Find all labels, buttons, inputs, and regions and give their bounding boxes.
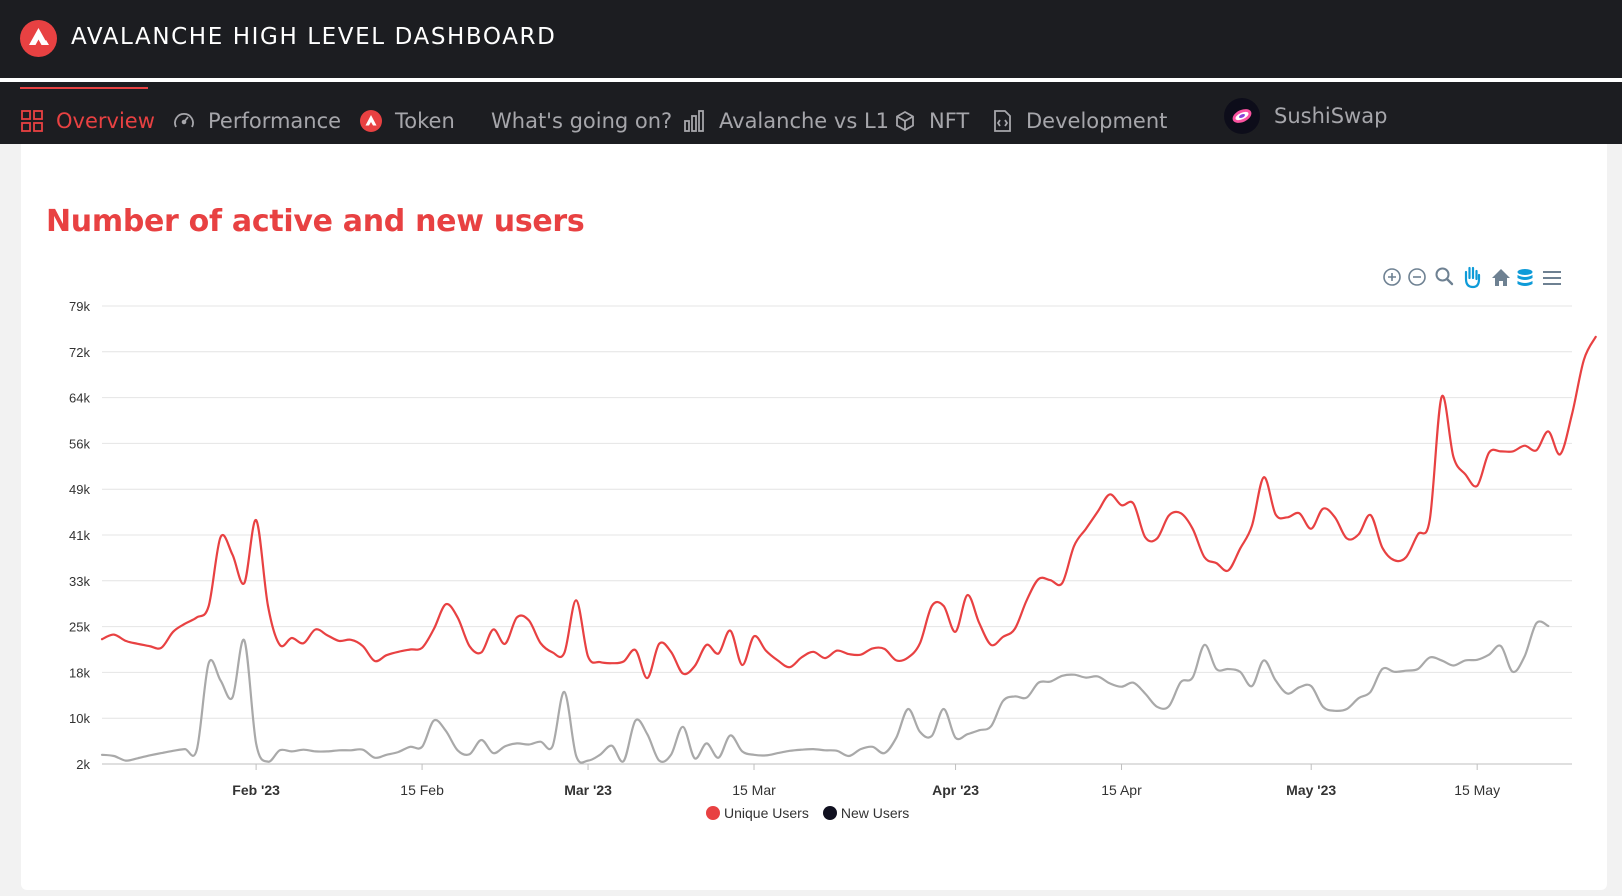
database-icon[interactable] — [1517, 269, 1533, 286]
legend-label: New Users — [840, 805, 910, 821]
chart-card — [21, 144, 1607, 890]
series-group — [100, 335, 1597, 764]
app-header: AVALANCHE HIGH LEVEL DASHBOARD — [0, 0, 1622, 78]
active-tab-indicator — [20, 87, 148, 89]
tab-label: Token — [395, 109, 455, 133]
cube-icon — [893, 109, 917, 133]
x-tick-label: 15 Apr — [1101, 782, 1142, 798]
avalanche-logo-icon — [359, 109, 383, 133]
y-axis: 2k 10k 18k 25k 33k 41k 49k 56k 64k 72k 79k — [69, 299, 90, 772]
legend-marker — [822, 806, 837, 820]
y-tick-label: 41k — [69, 528, 90, 543]
tab-label: What's going on? — [491, 109, 673, 133]
tab-label: Performance — [208, 109, 342, 133]
chart-legend: Unique Users New Users — [706, 805, 923, 821]
y-tick-label: 49k — [69, 482, 90, 497]
series-line-unique-users[interactable] — [100, 335, 1597, 680]
y-tick-label: 79k — [69, 299, 90, 314]
tab-development[interactable]: Development — [990, 106, 1167, 136]
reset-home-icon[interactable] — [1492, 269, 1510, 286]
legend-item-unique-users[interactable]: Unique Users — [706, 805, 809, 821]
tab-label: NFT — [929, 109, 970, 133]
tab-performance[interactable]: Performance — [172, 106, 341, 136]
y-tick-label: 18k — [69, 665, 90, 680]
zoom-in-icon[interactable] — [1383, 268, 1401, 286]
legend-item-new-users[interactable]: New Users — [822, 805, 910, 821]
tab-whats-going-on[interactable]: What's going on? — [491, 106, 672, 136]
tab-avalanche-vs-l1[interactable]: Avalanche vs L1 — [683, 106, 889, 136]
header-divider — [0, 78, 1622, 82]
tab-label: SushiSwap — [1274, 104, 1388, 128]
tab-label: Avalanche vs L1 — [719, 109, 889, 133]
legend-label: Unique Users — [724, 805, 809, 821]
series-line-new-users[interactable] — [100, 620, 1550, 764]
menu-icon[interactable] — [1543, 271, 1561, 285]
y-tick-label: 25k — [69, 620, 90, 635]
chart-grid — [102, 305, 1572, 765]
legend-marker — [706, 806, 720, 820]
sushiswap-logo-icon — [1224, 98, 1260, 134]
x-axis: Feb '23 15 Feb Mar '23 15 Mar Apr '23 15 Apr M… — [232, 764, 1500, 798]
x-tick-label: May '23 — [1286, 782, 1336, 798]
x-tick-label: 15 May — [1454, 782, 1500, 798]
tab-token[interactable]: Token — [359, 106, 455, 136]
x-tick-label: 15 Feb — [400, 782, 444, 798]
bar-chart-icon — [683, 109, 707, 133]
speedometer-icon — [172, 109, 196, 133]
x-tick-label: Apr '23 — [932, 782, 979, 798]
tab-label: Development — [1026, 109, 1168, 133]
y-tick-label: 72k — [69, 345, 90, 360]
y-tick-label: 10k — [69, 711, 90, 726]
selection-zoom-icon[interactable] — [1435, 267, 1454, 286]
pan-hand-icon[interactable] — [1464, 266, 1481, 289]
x-tick-label: 15 Mar — [732, 782, 776, 798]
grid-icon — [20, 109, 44, 133]
tab-nft[interactable]: NFT — [893, 106, 969, 136]
tab-overview[interactable]: Overview — [20, 106, 155, 136]
chart-title: Number of active and new users — [46, 204, 585, 239]
x-tick-label: Feb '23 — [232, 782, 280, 798]
y-tick-label: 64k — [69, 391, 90, 406]
tab-label: Overview — [56, 109, 155, 133]
y-tick-label: 2k — [76, 757, 90, 772]
x-tick-label: Mar '23 — [564, 782, 612, 798]
avalanche-logo-icon — [20, 20, 57, 57]
tab-sushiswap[interactable]: SushiSwap — [1224, 96, 1387, 136]
app-title: AVALANCHE HIGH LEVEL DASHBOARD — [71, 24, 557, 50]
y-tick-label: 33k — [69, 574, 90, 589]
code-file-icon — [990, 109, 1014, 133]
nav-bar: Overview Performance Token What's going … — [0, 82, 1622, 144]
y-tick-label: 56k — [69, 436, 90, 451]
zoom-out-icon[interactable] — [1408, 268, 1426, 286]
